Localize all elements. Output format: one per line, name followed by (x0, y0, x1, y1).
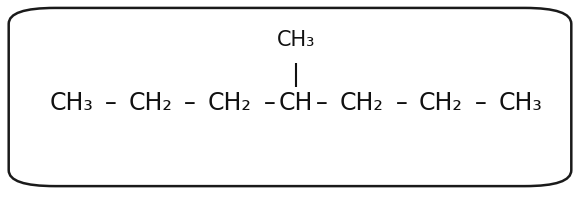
FancyBboxPatch shape (9, 8, 571, 186)
Text: –: – (184, 91, 196, 115)
Text: CH: CH (278, 91, 313, 115)
Text: CH₂: CH₂ (129, 91, 172, 115)
Text: CH₂: CH₂ (419, 91, 463, 115)
Text: CH₂: CH₂ (340, 91, 384, 115)
Text: –: – (263, 91, 276, 115)
Text: –: – (105, 91, 117, 115)
Text: CH₃: CH₃ (277, 30, 315, 50)
Text: CH₂: CH₂ (208, 91, 252, 115)
Text: CH₃: CH₃ (49, 91, 93, 115)
Text: –: – (316, 91, 328, 115)
Text: CH₃: CH₃ (498, 91, 542, 115)
Text: –: – (396, 91, 407, 115)
Text: –: – (474, 91, 487, 115)
